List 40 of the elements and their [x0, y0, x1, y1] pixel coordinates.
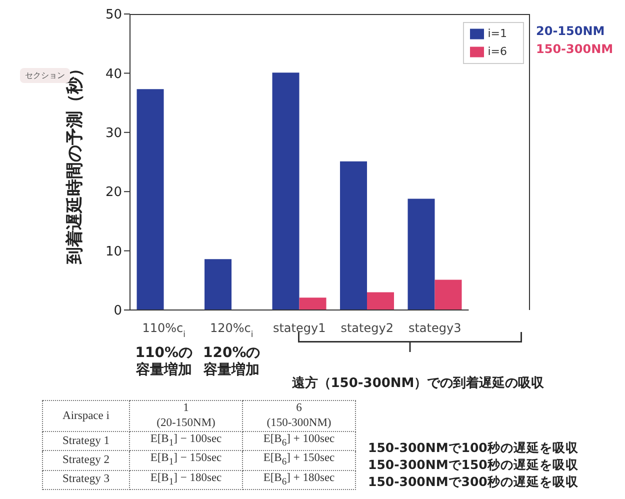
x-tick-label: stategy1	[272, 321, 326, 335]
bar	[299, 298, 326, 310]
text: E[B$_{1}$] − 150sec	[150, 452, 222, 468]
bar	[340, 161, 368, 310]
text: E[B$_{1}$] − 180sec	[150, 472, 222, 487]
text: 6 (150-300NM)	[266, 402, 332, 429]
x-tick-label: stategy2	[340, 321, 394, 335]
text: Airspace i	[62, 410, 110, 422]
text: 150-300NMで100秒の遅延を吸収	[368, 440, 578, 457]
text: E[B$_{6}$] + 150sec	[263, 452, 335, 468]
text: 遠方（150-300NM）での到着遅延の吸収	[290, 374, 546, 392]
bar	[367, 292, 394, 310]
text: 150-300NM	[536, 42, 614, 56]
legend-label: i=6	[488, 45, 507, 58]
x-tick-label: 120%c$_{i}$ 120%の容量増加	[202, 321, 260, 378]
y-tick-label: 40	[105, 66, 122, 82]
y-tick-label: 50	[105, 8, 122, 23]
bar	[272, 72, 300, 310]
y-tick-label: 30	[105, 126, 122, 142]
text: 150-300NMで300秒の遅延を吸収	[368, 474, 578, 491]
text: Strategy 3	[62, 473, 110, 486]
text: E[B$_{6}$] + 180sec	[263, 472, 335, 487]
text: E[B$_{1}$] − 100sec	[150, 433, 222, 448]
bar	[434, 280, 462, 310]
x-tick-label: 110%c$_{i}$ 110%の容量増加	[134, 321, 193, 378]
y-tick-label: 20	[105, 185, 122, 200]
y-tick-label: 0	[114, 304, 122, 319]
legend-label: i=1	[488, 27, 507, 40]
bar	[136, 89, 164, 310]
text: 1 (20-150NM)	[156, 402, 216, 429]
text: Strategy 2	[62, 454, 110, 466]
x-tick-label: stategy3	[408, 321, 462, 335]
text: 150-300NMで150秒の遅延を吸収	[368, 457, 578, 474]
bar	[204, 259, 232, 310]
text: 20-150NM	[536, 24, 605, 38]
text: E[B$_{6}$] + 100sec	[263, 433, 335, 448]
text: セクション	[25, 71, 65, 80]
bar	[408, 198, 435, 310]
y-tick-label: 10	[105, 244, 122, 260]
text: Strategy 1	[62, 434, 110, 447]
